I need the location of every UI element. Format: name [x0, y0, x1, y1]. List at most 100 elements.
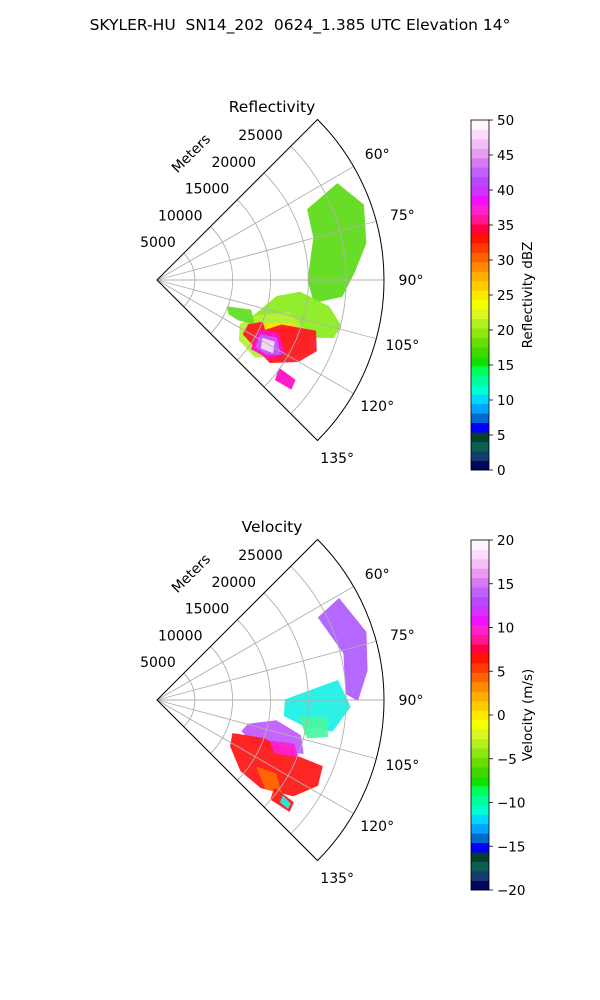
radial-tick-label: 20000 [211, 575, 256, 591]
colorbar-segment [471, 460, 489, 471]
colorbar-tick-label: 30 [497, 253, 514, 269]
radial-axis-label: Meters [169, 551, 214, 596]
radial-tick-label: 25000 [238, 548, 283, 564]
colorbar-segment [471, 148, 489, 159]
colorbar-tick-label: 20 [497, 533, 514, 549]
colorbar-segment [471, 662, 489, 673]
colorbar-segment [471, 309, 489, 320]
radial-tick-label: 10000 [158, 628, 203, 644]
colorbar-segment [471, 672, 489, 683]
colorbar-segment [471, 233, 489, 244]
colorbar-segment [471, 290, 489, 301]
colorbar-segment [471, 451, 489, 461]
radial-tick-label: 25000 [238, 128, 283, 144]
colorbar-segment [471, 757, 489, 768]
colorbar-segment [471, 871, 489, 881]
colorbar-segment [471, 823, 489, 834]
colorbar-segment [471, 242, 489, 253]
colorbar-segment [471, 700, 489, 711]
radial-tick-label: 5000 [140, 655, 176, 671]
colorbar-segment [471, 681, 489, 692]
colorbar-tick-label: 25 [497, 288, 514, 304]
colorbar-segment [471, 441, 489, 452]
colorbar-segment [471, 186, 489, 197]
colorbar-tick-label: 10 [497, 621, 514, 637]
angle-tick-label: 90° [399, 273, 424, 289]
data-layer [226, 183, 367, 390]
radial-tick-label: 15000 [185, 602, 230, 618]
colorbar-segment [471, 785, 489, 796]
colorbar-segment [471, 280, 489, 291]
colorbar-segment [471, 587, 489, 598]
colorbar-segment [471, 157, 489, 168]
data-region-1 [307, 183, 367, 303]
colorbar-tick-label: 0 [497, 708, 506, 724]
colorbar-segment [471, 634, 489, 645]
colorbar-segment [471, 795, 489, 806]
colorbar-tick-label: 0 [497, 463, 506, 479]
colorbar-segment [471, 384, 489, 395]
figure-title: SKYLER-HU SN14_202 0624_1.385 UTC Elevat… [89, 16, 511, 34]
colorbar-segment [471, 252, 489, 263]
data-region-12 [226, 306, 255, 324]
colorbar-label: Reflectivity dBZ [520, 242, 536, 349]
colorbar-segment [471, 814, 489, 825]
colorbar-tick-label: 15 [497, 358, 514, 374]
colorbar-segment [471, 776, 489, 787]
angular-gridline [156, 220, 377, 281]
colorbar: 0 5 10 15 20 25 30 35 40 45 50 Reflectivity dBZ [470, 113, 536, 479]
colorbar-segment [471, 719, 489, 730]
angle-tick-label: 120° [360, 399, 394, 415]
data-region-3 [298, 716, 328, 739]
angular-gridline [156, 640, 377, 701]
angle-tick-label: 90° [399, 693, 424, 709]
colorbar-segment [471, 195, 489, 206]
colorbar-segment [471, 214, 489, 225]
colorbar-segment [471, 261, 489, 272]
colorbar-segment [471, 767, 489, 777]
colorbar-segment [471, 842, 489, 853]
data-region-8 [280, 795, 291, 809]
colorbar-segment [471, 852, 489, 863]
colorbar-label: Velocity (m/s) [520, 669, 536, 762]
colorbar-segment [471, 224, 489, 234]
colorbar-segment [471, 710, 489, 721]
colorbar-tick-label: 20 [497, 323, 514, 339]
colorbar-segment [471, 833, 489, 844]
colorbar-segment [471, 615, 489, 626]
angle-tick-label: 75° [390, 208, 415, 224]
colorbar-segment [471, 120, 489, 130]
colorbar-segment [471, 337, 489, 348]
colorbar-segment [471, 271, 489, 282]
colorbar-segment [471, 606, 489, 617]
angular-gridline [156, 699, 354, 814]
colorbar-segment [471, 413, 489, 424]
colorbar-segment [471, 568, 489, 579]
angular-gridline [156, 279, 354, 394]
angular-gridline [156, 166, 354, 281]
colorbar-tick-label: 50 [497, 113, 514, 129]
radial-tick-label: 5000 [140, 235, 176, 251]
angle-tick-label: 135° [320, 871, 354, 887]
colorbar: −20 −15 −10 −5 0 5 10 15 20 Velocity (m/s) [470, 533, 536, 899]
angle-tick-label: 75° [390, 628, 415, 644]
colorbar-tick-label: 40 [497, 183, 514, 199]
colorbar-segment [471, 394, 489, 405]
colorbar-tick-label: 5 [497, 428, 506, 444]
colorbar-segment [471, 540, 489, 550]
colorbar-segment [471, 432, 489, 443]
colorbar-segment [471, 356, 489, 367]
colorbar-segment [471, 748, 489, 758]
colorbar-segment [471, 167, 489, 178]
radial-tick-label: 20000 [211, 155, 256, 171]
colorbar-tick-label: −10 [497, 796, 526, 812]
angular-gridline [156, 586, 354, 701]
colorbar-tick-label: 35 [497, 218, 514, 234]
sector-outline [156, 538, 385, 862]
colorbar-segment [471, 328, 489, 338]
angular-gridline [156, 279, 377, 340]
colorbar-tick-label: 10 [497, 393, 514, 409]
colorbar-segment [471, 729, 489, 740]
angle-tick-label: 60° [365, 147, 390, 163]
